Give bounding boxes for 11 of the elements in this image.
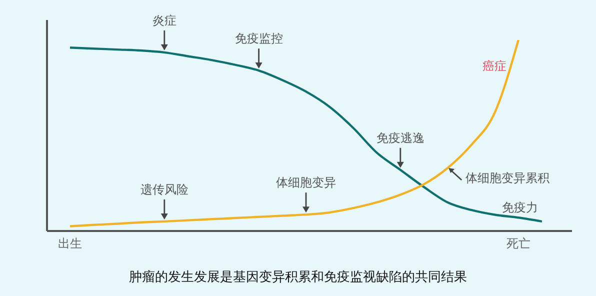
series-label: 免疫力 — [502, 200, 538, 214]
text: 炎症 — [152, 13, 176, 28]
annotation: 免疫监控 — [234, 32, 283, 46]
series-label: 癌症 — [482, 59, 506, 73]
x-tick-label: 死亡 — [506, 236, 530, 251]
annotation: 体细胞变异累积 — [466, 170, 550, 185]
x-tick-label: 出生 — [58, 236, 82, 251]
annotation: 遗传风险 — [140, 182, 188, 196]
annotation: 免疫逃逸 — [376, 130, 424, 145]
text: 肿瘤的发生发展是基因变异积累和免疫监视缺陷的共同结果 — [128, 269, 468, 286]
annotation: 体细胞变异 — [276, 176, 336, 190]
